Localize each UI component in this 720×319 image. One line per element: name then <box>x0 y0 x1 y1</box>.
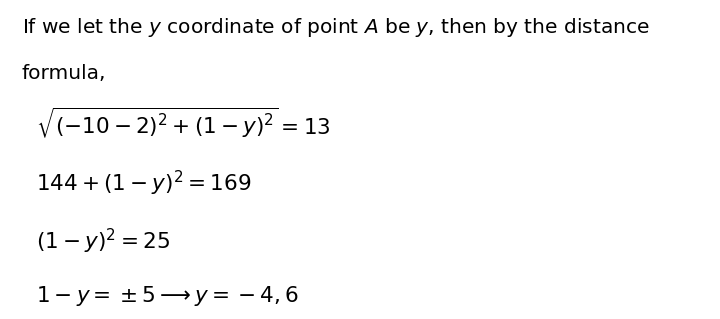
Text: formula,: formula, <box>22 64 106 83</box>
Text: $\sqrt{(-10 - 2)^2 + (1 - y)^2} = 13$: $\sqrt{(-10 - 2)^2 + (1 - y)^2} = 13$ <box>36 105 330 140</box>
Text: $144 + (1 - y)^2 = 169$: $144 + (1 - y)^2 = 169$ <box>36 169 251 198</box>
Text: If we let the $y$ coordinate of point $A$ be $y$, then by the distance: If we let the $y$ coordinate of point $A… <box>22 16 649 39</box>
Text: $(1 - y)^2 = 25$: $(1 - y)^2 = 25$ <box>36 226 170 256</box>
Text: $1 - y = \pm 5 \longrightarrow y = -4, 6$: $1 - y = \pm 5 \longrightarrow y = -4, 6… <box>36 284 299 308</box>
